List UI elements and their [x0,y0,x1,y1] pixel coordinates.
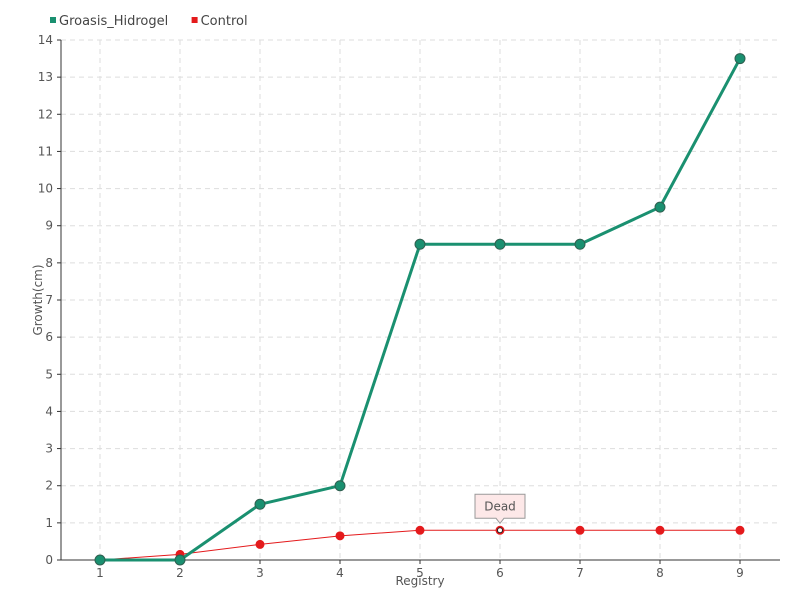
data-point[interactable] [735,525,745,535]
data-point[interactable] [494,238,506,250]
y-axis-title: Growth(cm) [31,264,45,335]
x-tick-label: 7 [576,566,584,580]
data-point[interactable] [655,525,665,535]
y-tick-label: 7 [45,293,53,307]
x-tick-label: 5 [416,566,424,580]
y-tick-label: 14 [38,33,53,47]
legend-swatch [191,17,198,23]
y-tick-label: 11 [38,144,53,158]
legend: Groasis_Hidrogel Control [50,14,248,29]
y-tick-label: 13 [38,70,53,84]
y-tick-label: 8 [45,256,53,270]
data-point[interactable] [94,554,106,566]
y-tick-label: 1 [45,516,53,530]
grid [61,39,780,560]
x-tick-label: 8 [656,566,664,580]
y-tick-label: 4 [45,404,53,418]
y-tick-label: 2 [45,479,53,493]
x-tick-label: 9 [736,566,744,580]
annotation-bubble [474,493,526,525]
y-tick-label: 6 [45,330,53,344]
series-lines [94,53,746,566]
data-point[interactable] [574,238,586,250]
data-point[interactable] [734,53,746,65]
y-tick-label: 5 [45,367,53,381]
x-tick-labels: 1 2 3 4 5 6 7 8 9 [96,560,744,580]
annotations: Dead [474,493,526,534]
data-point[interactable] [334,480,346,492]
data-point[interactable] [255,539,265,549]
y-tick-label: 0 [45,553,53,567]
data-point[interactable] [254,498,266,510]
y-tick-label: 3 [45,442,53,456]
legend-label: Control [201,14,248,29]
legend-label: Groasis_Hidrogel [59,14,168,29]
y-tick-label: 10 [38,182,53,196]
data-point[interactable] [654,201,666,213]
annotation-label: Dead [484,499,516,513]
x-tick-label: 6 [496,566,504,580]
annotation-marker [497,527,503,534]
y-tick-label: 12 [38,107,53,121]
data-point[interactable] [414,238,426,250]
data-point[interactable] [415,525,425,535]
legend-swatch [50,17,56,23]
x-tick-label: 3 [256,566,264,580]
y-tick-label: 9 [45,219,53,233]
data-point[interactable] [335,531,345,541]
x-axis-title: Registry [395,574,444,588]
data-point[interactable] [174,554,186,566]
data-point[interactable] [575,525,585,535]
x-tick-label: 2 [176,566,184,580]
x-tick-label: 4 [336,566,344,580]
x-tick-label: 1 [96,566,104,580]
